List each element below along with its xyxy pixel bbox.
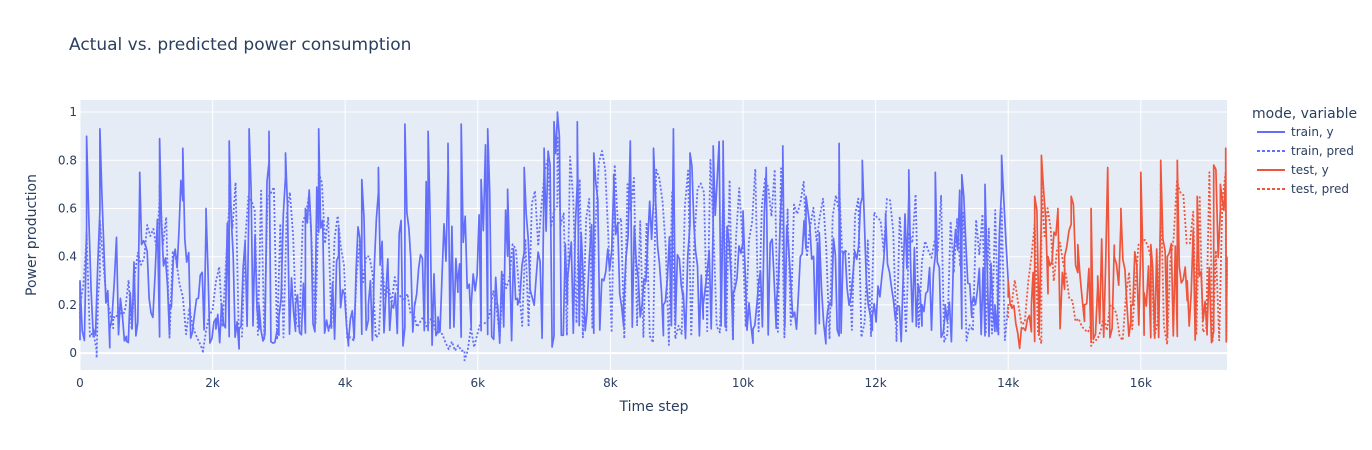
legend-items: train, y train, pred test, y test, pred bbox=[1257, 125, 1354, 196]
y-tick-label: 0 bbox=[69, 346, 77, 360]
y-tick-label: 0.4 bbox=[58, 250, 77, 264]
x-tick-label: 8k bbox=[603, 376, 618, 390]
series-train-y[interactable] bbox=[79, 111, 1010, 350]
legend-label-test-y[interactable]: test, y bbox=[1291, 163, 1329, 177]
legend-label-train-y[interactable]: train, y bbox=[1291, 125, 1334, 139]
x-axis-ticks: 0 2k 4k 6k 8k 10k 12k 14k 16k bbox=[76, 376, 1152, 390]
x-tick-label: 2k bbox=[205, 376, 220, 390]
chart-title: Actual vs. predicted power consumption bbox=[69, 35, 411, 55]
y-axis-label: Power production bbox=[24, 174, 40, 296]
series-test-pred[interactable] bbox=[1007, 171, 1228, 347]
y-axis-ticks: 0 0.2 0.4 0.6 0.8 1 bbox=[58, 105, 77, 360]
x-tick-label: 4k bbox=[338, 376, 353, 390]
legend-title: mode, variable bbox=[1252, 106, 1357, 122]
legend: mode, variable train, y train, pred test, … bbox=[1252, 106, 1357, 196]
data-lines bbox=[79, 111, 1228, 362]
x-tick-label: 0 bbox=[76, 376, 84, 390]
legend-label-train-pred[interactable]: train, pred bbox=[1291, 144, 1354, 158]
y-tick-label: 0.6 bbox=[58, 201, 77, 215]
legend-label-test-pred[interactable]: test, pred bbox=[1291, 182, 1349, 196]
x-tick-label: 12k bbox=[864, 376, 886, 390]
x-tick-label: 6k bbox=[471, 376, 486, 390]
y-tick-label: 0.8 bbox=[58, 153, 77, 167]
x-tick-label: 14k bbox=[997, 376, 1019, 390]
series-train-pred[interactable] bbox=[79, 135, 1010, 362]
x-tick-label: 10k bbox=[732, 376, 754, 390]
series-test-y[interactable] bbox=[1007, 147, 1228, 350]
y-tick-label: 0.2 bbox=[58, 298, 77, 312]
x-tick-label: 16k bbox=[1130, 376, 1152, 390]
x-axis-label: Time step bbox=[619, 399, 689, 415]
y-tick-label: 1 bbox=[69, 105, 77, 119]
